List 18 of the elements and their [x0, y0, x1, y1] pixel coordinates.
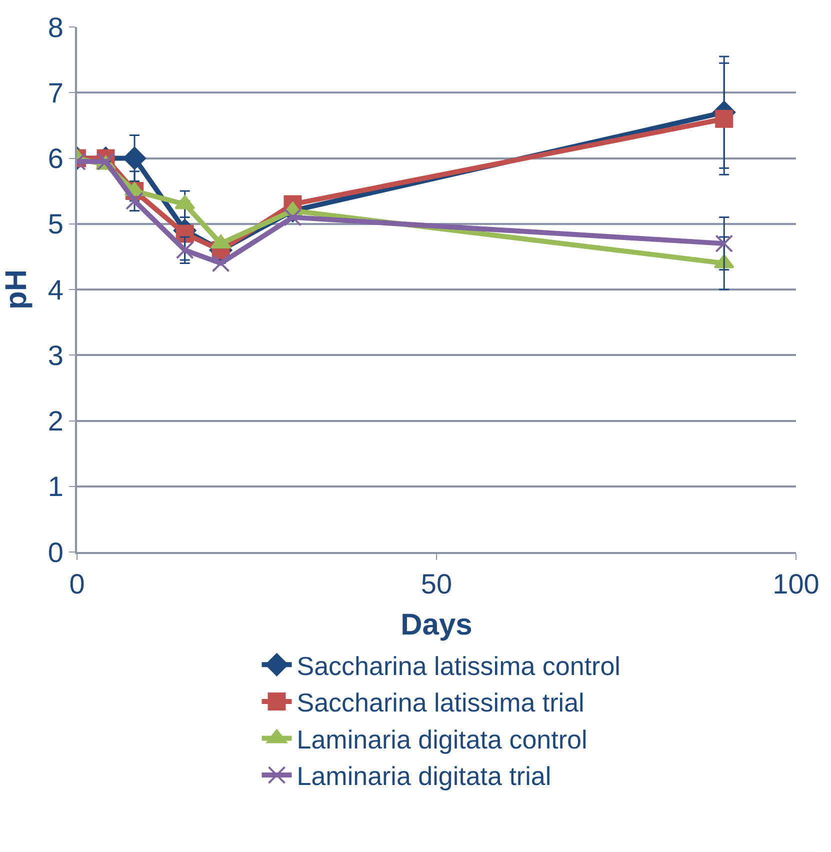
legend-label: Saccharina latissima trial — [296, 688, 584, 718]
legend-label: Saccharina latissima control — [296, 650, 620, 681]
legend-label: Laminaria digitata trial — [296, 761, 552, 792]
y-tick-label: 8 — [48, 12, 64, 43]
y-tick-label: 0 — [48, 536, 64, 568]
y-tick-label: 1 — [48, 471, 64, 502]
x-tick-label: 50 — [420, 568, 452, 600]
y-tick-label: 5 — [48, 208, 64, 240]
y-tick-label: 4 — [48, 274, 64, 306]
y-tick-label: 6 — [48, 143, 64, 174]
y-tick-label: 2 — [48, 406, 64, 437]
x-axis-title: Days — [400, 608, 472, 642]
y-tick-label: 7 — [48, 77, 64, 108]
x-tick-label: 0 — [69, 568, 85, 600]
y-tick-label: 3 — [48, 340, 64, 371]
legend-label: Laminaria digitata control — [296, 724, 588, 754]
y-axis-title: pH — [0, 270, 33, 310]
x-tick-label: 100 — [772, 568, 820, 600]
